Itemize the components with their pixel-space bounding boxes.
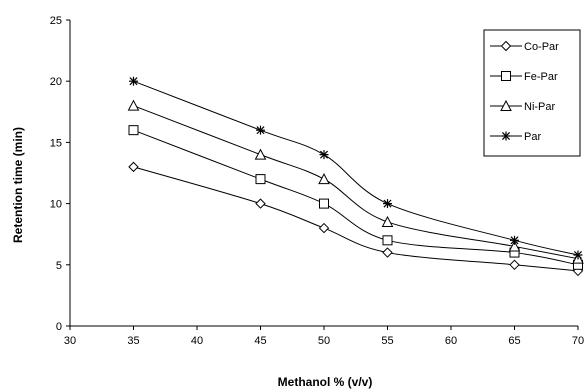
- x-axis-title: Methanol % (v/v): [278, 375, 373, 389]
- y-axis-title: Retention time (min): [11, 127, 25, 243]
- data-point-star: [256, 125, 265, 135]
- data-point-diamond: [318, 222, 330, 234]
- data-point-triangle: [500, 99, 512, 111]
- legend-item-ni-par: Ni-Par: [490, 99, 556, 113]
- data-point-square: [255, 174, 266, 185]
- series-co-par: [128, 161, 584, 277]
- star-stroke: [383, 199, 392, 208]
- star-stroke: [573, 250, 583, 260]
- chart-legend: Co-Par Fe-Par Ni-Par Par: [483, 29, 581, 157]
- y-tick-label: 25: [50, 15, 62, 27]
- legend-box: [483, 29, 581, 157]
- data-point-triangle: [127, 99, 140, 111]
- data-point-square: [501, 71, 511, 81]
- x-tick-label: 70: [572, 335, 584, 347]
- data-point-star: [501, 131, 511, 141]
- series-fe-par: [128, 125, 583, 270]
- x-tick-label: 65: [508, 335, 520, 347]
- legend-label: Fe-Par: [524, 71, 558, 83]
- data-point-diamond: [255, 198, 266, 209]
- data-point-diamond: [382, 247, 393, 258]
- data-point-star: [573, 250, 583, 260]
- data-point-square: [128, 125, 139, 136]
- data-point-square: [382, 235, 393, 246]
- legend-item-fe-par: Fe-Par: [490, 71, 558, 83]
- chart-ticks: 0 5 10 15 20 25 30 35 40 45 50 55 60 65 70: [50, 15, 584, 347]
- y-tick-label: 5: [56, 260, 62, 272]
- data-point-triangle: [318, 173, 330, 185]
- star-stroke: [319, 150, 329, 159]
- data-point-star: [319, 150, 329, 160]
- star-stroke: [129, 77, 138, 86]
- x-tick-label: 50: [318, 335, 330, 347]
- data-point-triangle: [508, 240, 521, 252]
- data-point-diamond: [500, 40, 512, 52]
- star-stroke: [501, 131, 511, 141]
- legend-item-par: Par: [490, 131, 541, 143]
- y-tick-label: 0: [56, 321, 62, 333]
- y-tick-label: 15: [50, 137, 62, 149]
- legend-label: Co-Par: [524, 41, 559, 53]
- x-tick-label: 60: [445, 335, 457, 347]
- x-tick-label: 55: [381, 335, 393, 347]
- star-stroke: [256, 126, 265, 135]
- data-point-star: [383, 199, 392, 209]
- x-tick-label: 30: [64, 335, 76, 347]
- chart-series: [127, 76, 584, 277]
- data-point-star: [129, 76, 138, 86]
- series-ni-par: [127, 99, 584, 264]
- data-point-diamond: [509, 259, 520, 271]
- data-point-triangle: [381, 215, 394, 227]
- x-tick-label: 40: [191, 335, 203, 347]
- y-tick-label: 20: [50, 76, 62, 88]
- series-par: [129, 76, 583, 260]
- legend-label: Par: [524, 131, 541, 143]
- legend-label: Ni-Par: [524, 101, 556, 113]
- data-point-diamond: [128, 161, 139, 173]
- y-tick-label: 10: [50, 199, 62, 211]
- star-stroke: [510, 236, 519, 245]
- x-tick-label: 45: [254, 335, 266, 347]
- x-tick-label: 35: [127, 335, 139, 347]
- legend-item-co-par: Co-Par: [490, 40, 559, 53]
- data-point-square: [319, 198, 329, 209]
- data-point-star: [510, 235, 519, 245]
- data-point-triangle: [254, 148, 267, 160]
